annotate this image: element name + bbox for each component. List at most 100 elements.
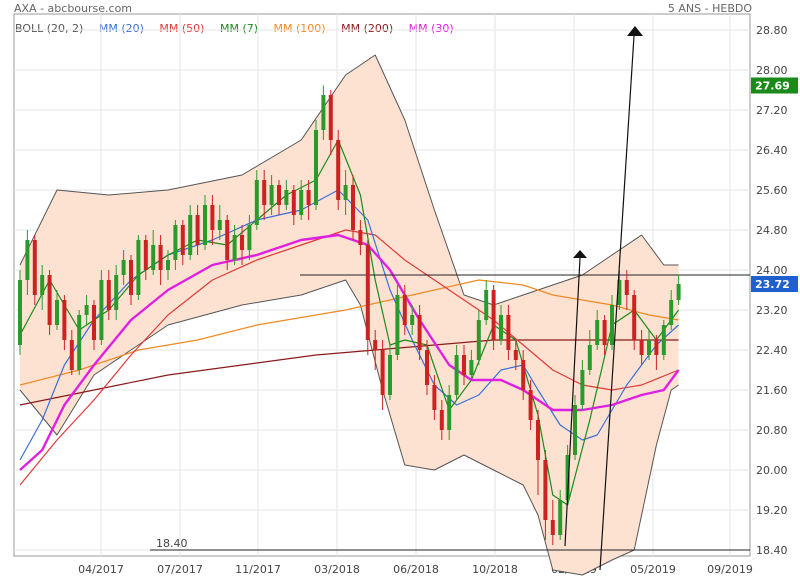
candle-body — [565, 455, 570, 500]
candle-body — [173, 225, 178, 260]
candle-body — [617, 280, 622, 305]
candle-body — [550, 520, 555, 535]
y-tick-label: 27.20 — [756, 104, 788, 117]
candle-body — [18, 280, 22, 345]
candle-body — [299, 190, 304, 215]
plot-frame — [13, 13, 751, 557]
candle-body — [447, 395, 452, 430]
candle-body — [180, 225, 185, 255]
candle-body — [661, 325, 666, 355]
candle-body — [573, 405, 577, 455]
candle-body — [410, 315, 415, 325]
candle-body — [210, 205, 215, 230]
period-label[interactable]: 5 ANS - HEBDO — [667, 2, 752, 15]
candle-body — [136, 240, 141, 295]
x-tick-label: 11/2017 — [235, 563, 281, 576]
candle-body — [499, 315, 503, 340]
candle-body — [351, 185, 355, 230]
candle-body — [654, 340, 659, 355]
support-label: 18.40 — [156, 537, 188, 550]
y-tick-label: 20.00 — [756, 464, 788, 477]
candle-body — [32, 240, 37, 295]
candle-body — [151, 245, 156, 270]
candle-body — [506, 315, 511, 350]
candle-body — [69, 340, 74, 370]
candle-body — [217, 220, 222, 230]
candle-body — [513, 350, 518, 360]
candle-body — [143, 240, 148, 270]
candle-body — [166, 260, 170, 270]
y-tick-label: 22.40 — [756, 344, 788, 357]
candle-body — [402, 295, 407, 325]
chart-header: AXA - abcbourse.com 5 ANS - HEBDO — [0, 0, 800, 18]
candle-body — [254, 180, 259, 225]
candle-body — [321, 95, 326, 130]
projection-line-small — [564, 257, 581, 547]
candle-body — [491, 290, 496, 340]
y-tick-label: 19.20 — [756, 504, 788, 517]
candle-body — [195, 215, 200, 245]
y-tick-label: 18.40 — [756, 544, 788, 557]
last-price-label: 23.72 — [755, 278, 790, 291]
candle-body — [439, 410, 444, 430]
candle-body — [432, 385, 437, 410]
y-tick-label: 25.60 — [756, 184, 788, 197]
y-tick-label: 24.80 — [756, 224, 788, 237]
legend-mm30: MM (30) — [408, 22, 454, 35]
x-tick-label: 07/2017 — [157, 563, 203, 576]
y-tick-label: 23.20 — [756, 304, 788, 317]
candle-body — [99, 280, 104, 340]
x-tick-label: 04/2017 — [78, 563, 124, 576]
candle-body — [425, 350, 429, 385]
candle-body — [247, 225, 252, 250]
candle-body — [25, 240, 30, 280]
candle-body — [595, 320, 600, 345]
candle-body — [358, 230, 363, 245]
mm50-line — [19, 229, 679, 486]
candle-body — [528, 390, 533, 420]
candle-body — [62, 300, 67, 340]
candle-body — [314, 130, 318, 205]
y-tick-label: 28.00 — [756, 64, 788, 77]
candle-body — [114, 275, 119, 310]
y-tick-label: 21.60 — [756, 384, 788, 397]
legend-mm200: MM (200) — [341, 22, 394, 35]
candle-body — [462, 355, 466, 375]
last-price-box — [751, 276, 798, 292]
candle-body — [240, 235, 244, 250]
chart-title: AXA - abcbourse.com — [14, 2, 133, 15]
candle-body — [639, 340, 644, 355]
legend-mm7: MM (7) — [219, 22, 259, 35]
arrow-head-large — [627, 26, 643, 36]
candle-body — [647, 340, 651, 355]
candle-body — [454, 355, 459, 395]
legend-mm100: MM (100) — [273, 22, 326, 35]
legend-boll: BOLL (20, 2) — [15, 22, 84, 35]
x-tick-label: 03/2018 — [314, 563, 360, 576]
bollinger-band-fill — [20, 55, 679, 575]
candle-body — [84, 305, 89, 315]
candle-body — [158, 245, 163, 270]
x-tick-label: 05/2019 — [630, 563, 676, 576]
highlight-price-label: 27.69 — [755, 80, 790, 93]
x-tick-label: 09/2019 — [707, 563, 753, 576]
candle-body — [232, 235, 237, 260]
candle-body — [262, 180, 267, 205]
y-tick-label: 20.80 — [756, 424, 788, 437]
candle-body — [388, 355, 392, 395]
candle-body — [306, 190, 311, 205]
y-tick-label: 26.40 — [756, 144, 788, 157]
candle-body — [121, 260, 126, 275]
candle-body — [676, 284, 681, 300]
candle-body — [484, 290, 489, 320]
candle-body — [47, 275, 52, 325]
candle-body — [602, 320, 607, 345]
candle-body — [395, 295, 400, 355]
candle-body — [536, 420, 540, 460]
indicator-legend: BOLL (20, 2) MM (20) MM (50) MM (7) MM (… — [15, 22, 466, 38]
candle-body — [106, 280, 111, 310]
candle-body — [417, 315, 422, 350]
highlight-price-box — [751, 77, 798, 94]
candle-body — [203, 205, 207, 245]
